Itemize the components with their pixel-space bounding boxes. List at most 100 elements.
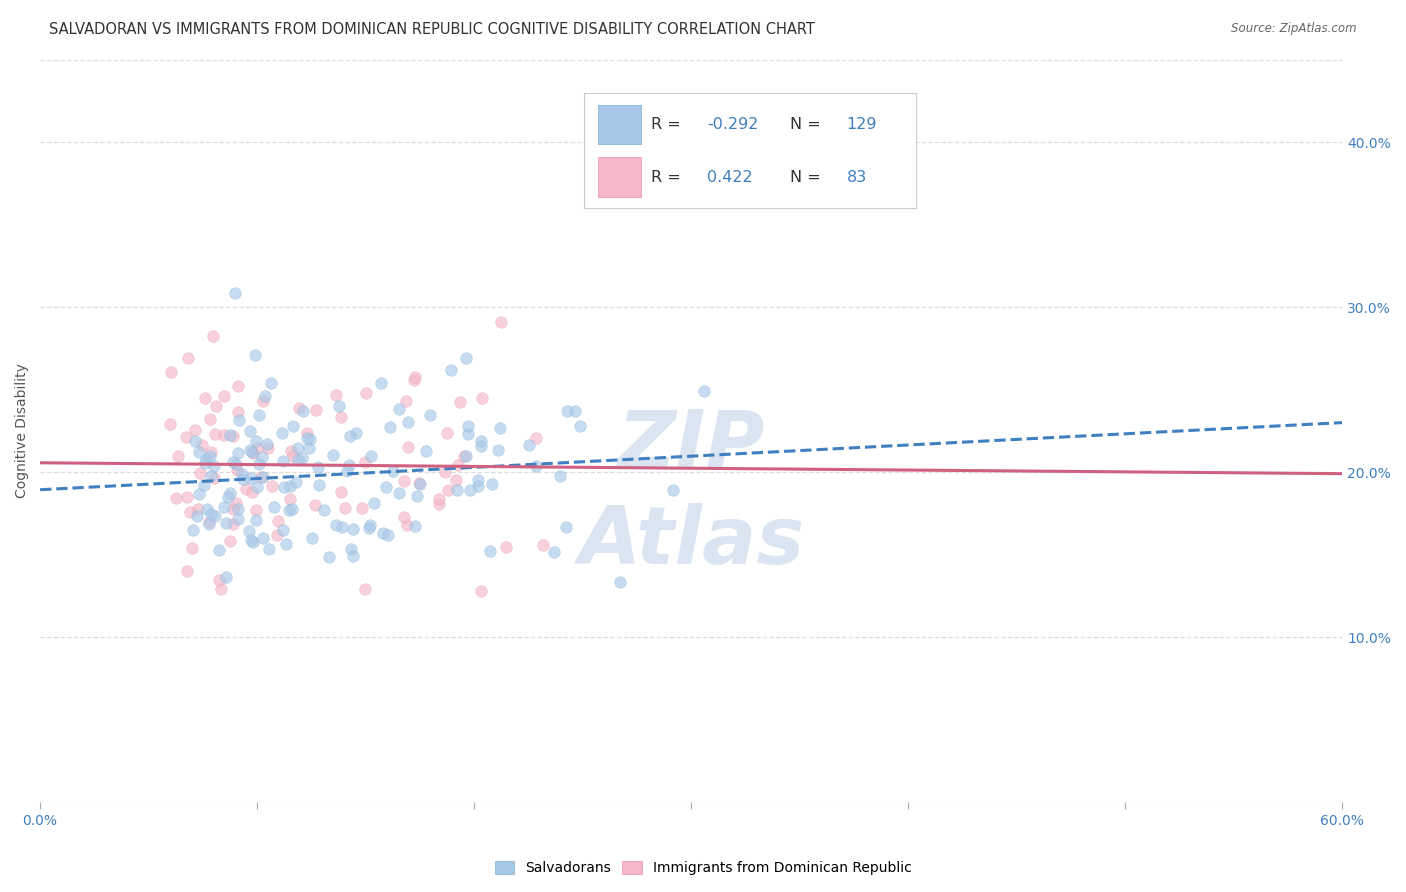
- Point: [342, 523, 364, 537]
- Point: [242, 446, 264, 460]
- Point: [174, 430, 197, 444]
- Point: [238, 524, 260, 538]
- Point: [245, 502, 267, 516]
- Point: [273, 480, 295, 494]
- Point: [404, 519, 426, 533]
- Point: [256, 436, 278, 450]
- Point: [226, 405, 249, 419]
- Point: [165, 491, 187, 506]
- Point: [159, 365, 181, 379]
- Point: [330, 485, 353, 500]
- Point: [188, 467, 211, 481]
- Point: [242, 445, 264, 459]
- Point: [194, 456, 217, 470]
- Point: [257, 542, 280, 557]
- Point: [295, 425, 318, 440]
- Point: [242, 534, 264, 549]
- Point: [195, 502, 218, 516]
- Point: [183, 434, 205, 449]
- Point: [219, 486, 242, 500]
- Point: [342, 549, 364, 563]
- Point: [219, 534, 242, 549]
- Point: [224, 286, 246, 301]
- Point: [215, 570, 238, 584]
- Point: [447, 458, 470, 473]
- Text: Atlas: Atlas: [578, 503, 804, 582]
- Point: [359, 518, 381, 533]
- Text: SALVADORAN VS IMMIGRANTS FROM DOMINICAN REPUBLIC COGNITIVE DISABILITY CORRELATIO: SALVADORAN VS IMMIGRANTS FROM DOMINICAN …: [49, 22, 815, 37]
- Point: [166, 449, 188, 463]
- Point: [250, 450, 273, 464]
- Point: [333, 500, 356, 515]
- Point: [287, 401, 309, 416]
- Point: [434, 465, 457, 479]
- Point: [457, 426, 479, 441]
- Point: [249, 469, 271, 483]
- Point: [467, 479, 489, 493]
- Point: [388, 401, 411, 416]
- Point: [186, 508, 208, 523]
- Point: [200, 507, 222, 521]
- Point: [231, 467, 253, 481]
- Point: [693, 384, 716, 398]
- Point: [278, 491, 301, 506]
- Point: [454, 449, 477, 463]
- Point: [291, 403, 314, 417]
- Point: [193, 478, 215, 492]
- Point: [470, 391, 492, 405]
- Text: Source: ZipAtlas.com: Source: ZipAtlas.com: [1232, 22, 1357, 36]
- Point: [212, 428, 235, 442]
- Point: [252, 531, 274, 545]
- Point: [271, 524, 294, 538]
- Point: [394, 510, 416, 524]
- Point: [245, 348, 267, 362]
- Point: [226, 378, 249, 392]
- Point: [339, 542, 361, 557]
- Point: [325, 388, 347, 402]
- Point: [214, 516, 236, 531]
- Point: [460, 483, 482, 498]
- Point: [225, 495, 247, 509]
- Point: [517, 438, 540, 452]
- Point: [257, 441, 280, 455]
- Point: [266, 528, 288, 542]
- Point: [564, 404, 586, 418]
- Point: [284, 475, 307, 490]
- Legend: Salvadorans, Immigrants from Dominican Republic: Salvadorans, Immigrants from Dominican R…: [489, 855, 917, 880]
- Point: [208, 543, 231, 558]
- Point: [198, 411, 221, 425]
- Point: [204, 508, 226, 523]
- Point: [444, 473, 467, 487]
- Point: [409, 477, 432, 491]
- Point: [247, 408, 270, 422]
- Point: [195, 452, 218, 467]
- Point: [281, 502, 304, 516]
- Point: [382, 464, 405, 478]
- Point: [467, 473, 489, 487]
- Point: [278, 479, 301, 493]
- Point: [305, 403, 328, 417]
- Point: [404, 369, 426, 384]
- Point: [304, 499, 326, 513]
- Point: [200, 444, 222, 458]
- Point: [396, 440, 419, 454]
- Point: [550, 469, 572, 483]
- Point: [446, 483, 468, 497]
- Point: [526, 458, 548, 473]
- Point: [481, 477, 503, 491]
- Point: [246, 480, 269, 494]
- Point: [246, 441, 269, 455]
- Point: [427, 497, 450, 511]
- Point: [205, 400, 228, 414]
- Point: [200, 469, 222, 483]
- Point: [478, 544, 501, 558]
- Point: [662, 483, 685, 498]
- Point: [395, 394, 418, 409]
- Point: [278, 502, 301, 516]
- Point: [194, 391, 217, 405]
- Point: [395, 517, 418, 532]
- Point: [252, 469, 274, 483]
- Point: [470, 434, 492, 449]
- Point: [307, 459, 329, 474]
- Point: [187, 487, 209, 501]
